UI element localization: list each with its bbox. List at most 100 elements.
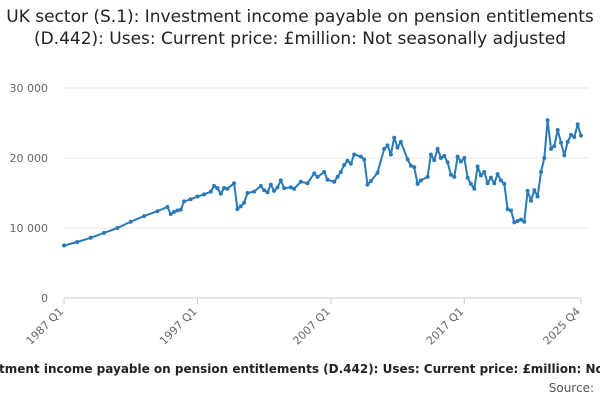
data-point[interactable] [182,199,187,204]
data-point[interactable] [539,170,543,174]
data-point[interactable] [305,181,310,186]
data-point[interactable] [455,154,460,159]
data-point[interactable] [245,191,250,195]
data-point[interactable] [385,143,390,148]
data-point[interactable] [478,173,483,178]
data-point[interactable] [492,181,497,186]
data-point[interactable] [462,156,467,160]
data-point[interactable] [88,235,93,240]
data-point[interactable] [222,186,227,191]
data-point[interactable] [212,184,217,188]
data-point[interactable] [572,135,577,139]
data-point[interactable] [128,219,133,224]
data-point[interactable] [525,188,530,193]
data-point[interactable] [405,157,410,162]
data-point[interactable] [495,172,500,177]
data-point[interactable] [262,188,267,193]
data-point[interactable] [472,186,477,191]
data-point[interactable] [498,178,503,183]
data-point[interactable] [432,158,437,163]
data-point[interactable] [375,170,380,175]
data-point[interactable] [452,174,457,179]
data-point[interactable] [235,207,240,212]
data-point[interactable] [395,145,400,150]
data-point[interactable] [282,186,287,191]
data-point[interactable] [312,171,317,176]
data-point[interactable] [142,214,147,219]
data-point[interactable] [352,152,357,157]
data-point[interactable] [522,219,527,224]
data-point[interactable] [552,144,557,149]
data-point[interactable] [288,185,293,190]
data-point[interactable] [559,140,563,145]
data-point[interactable] [175,208,180,213]
data-point[interactable] [505,207,510,212]
data-point[interactable] [565,139,570,144]
data-point[interactable] [155,209,160,214]
data-point[interactable] [532,188,537,193]
data-point[interactable] [278,178,283,183]
data-point[interactable] [448,172,453,177]
data-point[interactable] [438,156,443,160]
data-point[interactable] [392,135,397,140]
data-point[interactable] [292,186,297,191]
data-point[interactable] [322,170,327,174]
data-point[interactable] [509,208,513,213]
data-point[interactable] [408,163,413,168]
data-point[interactable] [165,205,170,209]
data-point[interactable] [542,156,547,160]
data-point[interactable] [188,197,193,202]
data-point[interactable] [502,181,507,186]
data-point[interactable] [242,200,247,205]
data-point[interactable] [368,179,373,184]
data-point[interactable] [482,170,487,174]
data-point[interactable] [275,185,280,190]
data-point[interactable] [562,153,567,158]
data-point[interactable] [458,159,463,164]
data-point[interactable] [178,207,183,212]
data-point[interactable] [442,153,447,158]
data-point[interactable] [195,194,200,199]
data-point[interactable] [345,158,350,163]
data-point[interactable] [365,182,370,187]
data-point[interactable] [102,230,106,235]
data-point[interactable] [272,188,277,193]
data-point[interactable] [445,160,450,165]
data-point[interactable] [555,128,560,132]
data-point[interactable] [238,204,243,209]
data-point[interactable] [529,198,533,203]
data-point[interactable] [569,132,573,137]
data-point[interactable] [338,170,343,174]
data-point[interactable] [168,212,173,216]
data-point[interactable] [202,192,207,197]
data-point[interactable] [325,177,330,182]
data-point[interactable] [428,152,433,157]
data-point[interactable] [515,219,520,223]
data-point[interactable] [362,157,367,162]
data-point[interactable] [115,226,120,230]
data-point[interactable] [265,190,270,195]
data-point[interactable] [412,165,417,170]
data-point[interactable] [268,182,273,187]
data-point[interactable] [545,118,550,123]
data-point[interactable] [342,163,347,167]
data-point[interactable] [575,122,580,127]
data-point[interactable] [218,191,223,196]
data-point[interactable] [425,174,430,179]
data-point[interactable] [358,154,363,159]
data-point[interactable] [332,179,337,184]
data-point[interactable] [298,179,303,184]
data-point[interactable] [418,178,423,183]
data-point[interactable] [258,184,263,188]
data-point[interactable] [468,181,473,186]
data-point[interactable] [382,146,387,151]
data-point[interactable] [335,174,340,179]
data-point[interactable] [415,181,420,186]
data-point[interactable] [75,240,80,244]
data-point[interactable] [512,220,517,225]
data-point[interactable] [549,146,553,151]
data-point[interactable] [225,186,230,191]
data-point[interactable] [232,181,237,186]
data-point[interactable] [519,217,523,222]
data-point[interactable] [252,189,257,194]
